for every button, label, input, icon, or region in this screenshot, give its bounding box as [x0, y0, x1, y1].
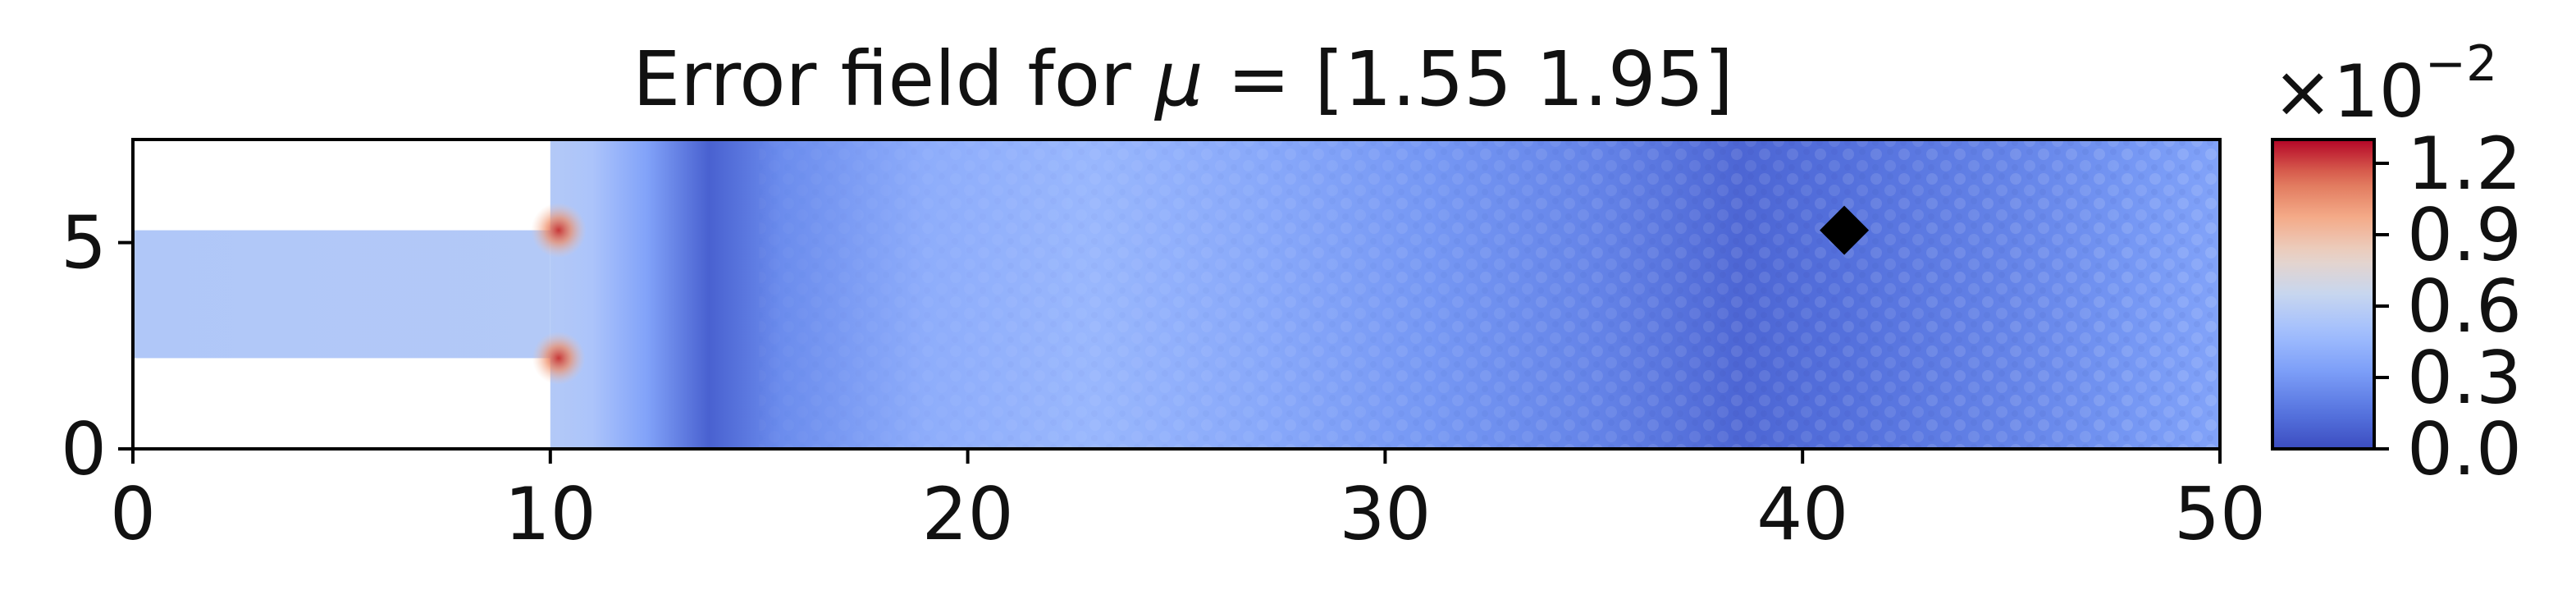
- x-tick-label: 50: [2174, 472, 2266, 556]
- plot-area: [131, 138, 2222, 451]
- colorbar-multiplier: ×10−2: [2272, 35, 2497, 134]
- colorbar-tick-label: 1.2: [2407, 121, 2522, 206]
- x-tick-label: 20: [922, 472, 1014, 556]
- mesh-texture: [759, 140, 2221, 449]
- plot-frame: [131, 138, 2222, 451]
- y-axis: 05: [61, 201, 133, 492]
- inlet-channel-field: [133, 230, 550, 359]
- colorbar-tick-label: 0.0: [2407, 407, 2522, 492]
- colorbar-tick-label: 0.9: [2407, 193, 2522, 277]
- x-tick-label: 0: [110, 472, 156, 556]
- x-tick-label: 10: [505, 472, 596, 556]
- x-tick-label: 40: [1756, 472, 1848, 556]
- probe-marker: [1820, 205, 1870, 255]
- y-tick-label: 0: [61, 407, 107, 492]
- hotspot-1: [531, 202, 587, 258]
- hotspot-2: [532, 332, 586, 385]
- chart-title: Error field for μ = [1.55 1.95]: [633, 35, 1733, 123]
- y-tick-label: 5: [61, 201, 107, 286]
- x-tick-label: 30: [1339, 472, 1431, 556]
- x-axis: 0 10 20 30 40 50: [110, 449, 2266, 556]
- colorbar-gradient: [2271, 138, 2376, 451]
- colorbar-tick-label: 0.6: [2407, 264, 2522, 349]
- colorbar-tick-label: 0.3: [2407, 336, 2522, 420]
- colorbar: 0.00.30.60.91.2×10−2: [2271, 35, 2522, 492]
